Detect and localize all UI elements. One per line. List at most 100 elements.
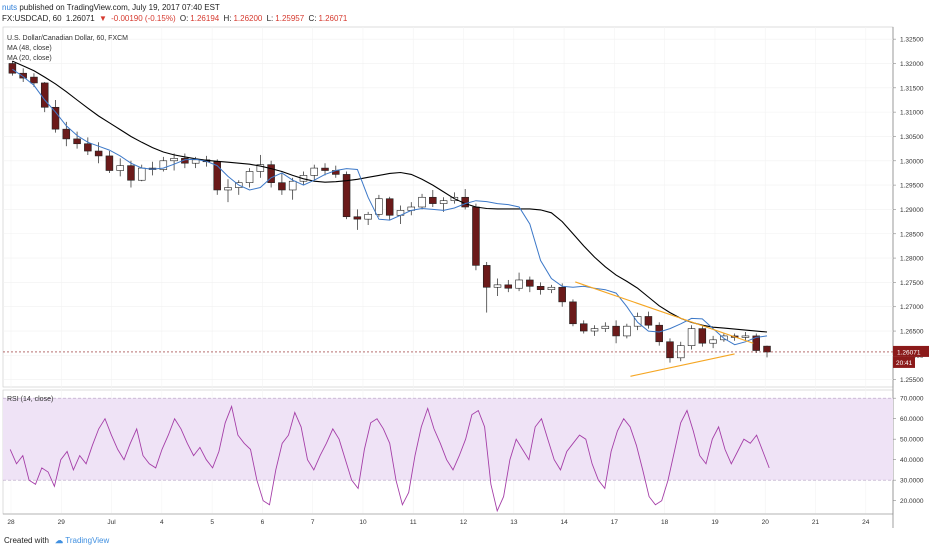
published-text: published on TradingView.com, July 19, 2… xyxy=(19,3,220,12)
candle-body xyxy=(385,198,394,216)
chart-title: U.S. Dollar/Canadian Dollar, 60, FXCM xyxy=(7,35,128,42)
open-label: O: xyxy=(179,14,189,23)
candle-body xyxy=(138,167,146,181)
x-tick-label: 21 xyxy=(812,519,820,526)
candle-body xyxy=(224,187,232,191)
author-link[interactable]: nuts xyxy=(2,3,18,12)
x-tick-label: Jul xyxy=(107,519,116,526)
candle-body xyxy=(741,335,750,338)
created-with-text: Created with xyxy=(4,536,49,545)
candle-body xyxy=(569,301,577,325)
x-tick-label: 14 xyxy=(560,519,568,526)
tradingview-brand-link[interactable]: TradingView xyxy=(65,536,110,545)
x-tick-label: 10 xyxy=(359,519,367,526)
candle-body xyxy=(504,284,513,289)
x-tick-label: 24 xyxy=(862,519,870,526)
price-tick-label: 1.31000 xyxy=(900,110,924,117)
x-tick-label: 18 xyxy=(661,519,669,526)
candle-body xyxy=(515,279,523,289)
candle-body xyxy=(623,325,631,337)
candle-body xyxy=(40,82,49,108)
change-arrow-icon: ▼ xyxy=(98,14,107,23)
x-tick-label: 4 xyxy=(160,519,164,526)
rsi-tick-label: 70.0000 xyxy=(900,396,924,403)
price-tick-label: 1.29500 xyxy=(900,183,924,190)
candle-body xyxy=(633,316,642,327)
ma48-line xyxy=(12,60,768,333)
price-tick-label: 1.28000 xyxy=(900,256,924,263)
candle-body xyxy=(418,196,426,208)
ma20-line xyxy=(12,68,768,346)
candle-body xyxy=(321,167,329,171)
price-tick-label: 1.30500 xyxy=(900,134,924,141)
rsi-tick-label: 30.0000 xyxy=(900,478,924,485)
high-value: 1.26200 xyxy=(233,14,263,23)
open-value: 1.26194 xyxy=(190,14,220,23)
candle-body xyxy=(73,138,81,145)
x-tick-label: 17 xyxy=(611,519,619,526)
price-tick-label: 1.30000 xyxy=(900,158,924,165)
x-tick-label: 6 xyxy=(261,519,265,526)
x-tick-label: 28 xyxy=(7,519,15,526)
price-tick-label: 1.27500 xyxy=(900,280,924,287)
high-label: H: xyxy=(223,14,232,23)
candle-body xyxy=(30,76,38,84)
x-tick-label: 5 xyxy=(210,519,214,526)
ma48-legend: MA (48, close) xyxy=(7,45,52,52)
candle-body xyxy=(245,171,254,183)
candle-body xyxy=(547,286,556,291)
candle-body xyxy=(375,198,383,215)
candle-body xyxy=(191,159,200,164)
x-tick-label: 11 xyxy=(410,519,417,526)
candle-body xyxy=(310,167,318,176)
x-tick-label: 19 xyxy=(711,519,719,526)
rsi-band xyxy=(3,398,893,481)
candle-body xyxy=(267,164,275,183)
price-tick-label: 1.32000 xyxy=(900,61,924,68)
tradingview-logo-icon: ☁ xyxy=(55,536,64,545)
candle-body xyxy=(84,143,92,152)
chart-header: nuts published on TradingView.com, July … xyxy=(2,2,349,24)
candle-body xyxy=(493,284,502,288)
low-label: L: xyxy=(266,14,274,23)
price-tick-label: 1.27000 xyxy=(900,304,924,311)
candle-body xyxy=(429,196,437,204)
candle-body xyxy=(482,265,491,288)
candle-body xyxy=(558,286,566,303)
last-value: 1.26071 xyxy=(65,14,95,23)
ma20-legend: MA (20, close) xyxy=(7,55,52,62)
close-label: C: xyxy=(308,14,317,23)
candle-body xyxy=(19,72,27,79)
candle-body xyxy=(579,323,588,332)
candle-body xyxy=(612,325,620,337)
rsi-tick-label: 60.0000 xyxy=(900,416,924,423)
candle-body xyxy=(278,182,286,191)
candle-body xyxy=(709,339,717,344)
rsi-tick-label: 40.0000 xyxy=(900,457,924,464)
candle-body xyxy=(666,341,674,359)
price-panel xyxy=(2,26,894,388)
candle-body xyxy=(472,206,480,266)
x-tick-label: 12 xyxy=(460,519,468,526)
ohlc-line: FX:USDCAD, 60 1.26071 ▼ -0.00190 (-0.15%… xyxy=(2,13,349,24)
last-price-label: 1.26071 xyxy=(897,349,921,356)
rsi-line xyxy=(9,404,770,513)
change-value: -0.00190 (-0.15%) xyxy=(111,14,176,23)
candle-body xyxy=(170,158,178,162)
candle-body xyxy=(8,63,17,74)
x-tick-label: 20 xyxy=(762,519,770,526)
symbol-label: FX:USDCAD, 60 xyxy=(2,14,62,23)
rsi-legend: RSI (14, close) xyxy=(7,396,53,403)
candle-body xyxy=(256,164,265,172)
candle-body xyxy=(698,328,707,344)
candle-body xyxy=(127,165,135,181)
x-tick-label: 13 xyxy=(510,519,518,526)
x-tick-label: 7 xyxy=(311,519,315,526)
candle-body xyxy=(763,345,771,353)
publish-line: nuts published on TradingView.com, July … xyxy=(2,2,349,13)
candle-body xyxy=(62,128,71,140)
candle-body xyxy=(353,216,362,220)
candle-body xyxy=(364,213,372,220)
candle-body xyxy=(439,200,448,204)
